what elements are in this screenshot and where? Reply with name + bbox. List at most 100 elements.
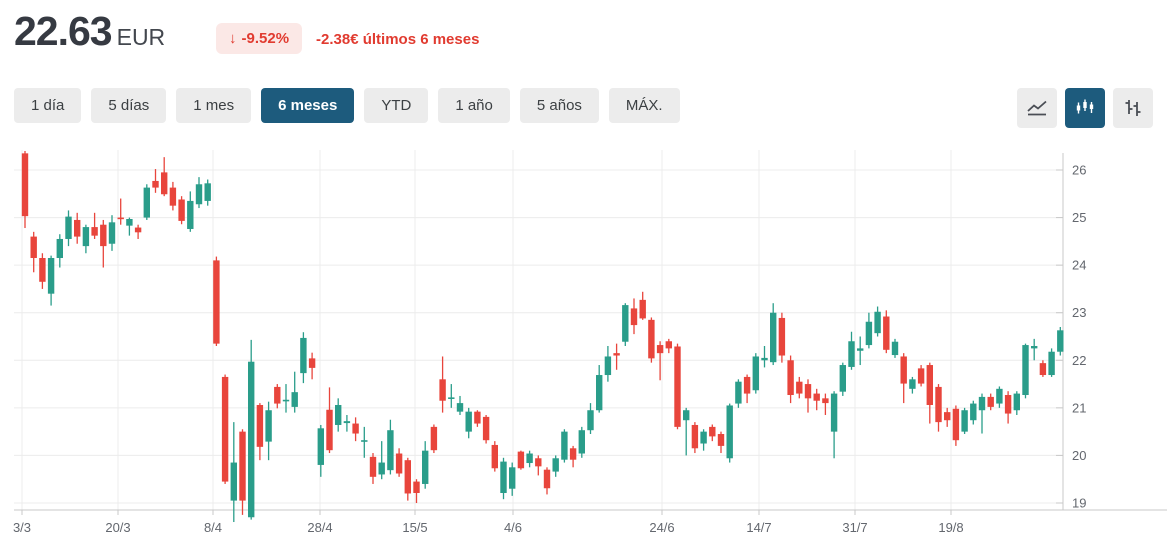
candle-up bbox=[874, 311, 881, 334]
candle-down bbox=[613, 353, 620, 356]
candle-down bbox=[883, 316, 890, 350]
timeframe-6-meses[interactable]: 6 meses bbox=[261, 88, 355, 123]
candle-down bbox=[987, 396, 994, 407]
timeframe-5-dias[interactable]: 5 días bbox=[91, 88, 167, 123]
candle-up bbox=[317, 428, 324, 465]
candle-down bbox=[39, 258, 46, 282]
x-tick-label: 19/8 bbox=[938, 520, 963, 535]
candle-up bbox=[265, 410, 272, 442]
candle-down bbox=[804, 384, 812, 399]
candle-down bbox=[474, 411, 481, 424]
timeframe-1-mes[interactable]: 1 mes bbox=[176, 88, 252, 123]
candle-down bbox=[326, 409, 333, 451]
chart-type-candlestick-button[interactable] bbox=[1065, 88, 1105, 128]
price-currency: EUR bbox=[116, 24, 166, 50]
candle-down bbox=[430, 426, 438, 451]
candle-down bbox=[74, 219, 81, 237]
change-summary: -2.38€ últimos 6 meses bbox=[316, 31, 480, 48]
candle-down bbox=[439, 379, 446, 401]
candle-down bbox=[1004, 395, 1012, 414]
candle-up bbox=[830, 393, 838, 432]
candle-down bbox=[656, 345, 664, 354]
change-badge: ↓ -9.52% bbox=[216, 23, 303, 54]
candle-up bbox=[448, 397, 455, 399]
candle-up bbox=[726, 405, 733, 459]
candle-down bbox=[239, 431, 246, 501]
candle-up bbox=[65, 216, 72, 239]
candle-up bbox=[509, 467, 516, 489]
candle-down bbox=[796, 381, 803, 394]
change-percent: -9.52% bbox=[241, 30, 290, 47]
y-tick-label: 20 bbox=[1072, 448, 1086, 463]
candle-up bbox=[1057, 330, 1064, 352]
candle-down bbox=[91, 227, 98, 236]
chart-type-line-button[interactable] bbox=[1017, 88, 1057, 128]
candle-up bbox=[1031, 346, 1038, 349]
candle-up bbox=[187, 200, 194, 229]
y-tick-label: 22 bbox=[1072, 353, 1086, 368]
candle-down bbox=[395, 453, 403, 474]
x-tick-label: 24/6 bbox=[649, 520, 674, 535]
candle-up bbox=[891, 341, 899, 356]
timeframe-toolbar: 1 día 5 días 1 mes 6 meses YTD 1 año 5 a… bbox=[14, 88, 680, 123]
price-chart[interactable]: 3/3 20/3 8/4 28/4 15/5 4/6 24/6 14/7 31/7 19/8 26 2… bbox=[0, 150, 1167, 554]
candle-down bbox=[517, 451, 525, 469]
candle-down bbox=[665, 341, 672, 349]
candle-up bbox=[248, 361, 255, 518]
candle-up bbox=[604, 356, 612, 376]
candle-up bbox=[526, 453, 533, 464]
candle-up bbox=[195, 184, 203, 205]
candle-down bbox=[743, 376, 751, 394]
candle-down bbox=[926, 365, 933, 405]
candle-down bbox=[674, 346, 681, 427]
x-tick-label: 14/7 bbox=[746, 520, 771, 535]
candle-down bbox=[535, 458, 542, 467]
candle-up bbox=[500, 461, 507, 494]
candle-up bbox=[282, 399, 290, 402]
timeframe-ytd[interactable]: YTD bbox=[364, 88, 429, 123]
candle-down bbox=[952, 408, 960, 441]
candle-down bbox=[178, 199, 185, 221]
y-tick-label: 24 bbox=[1072, 258, 1086, 273]
y-tick-label: 23 bbox=[1072, 305, 1086, 320]
price-value: 22.63 bbox=[14, 8, 113, 54]
chart-type-ohlc-button[interactable] bbox=[1113, 88, 1153, 128]
candle-down bbox=[491, 444, 498, 469]
timeframe-1-ano[interactable]: 1 año bbox=[438, 88, 510, 123]
candle-up bbox=[456, 403, 464, 412]
candle-up bbox=[761, 357, 768, 361]
line-chart-icon bbox=[1025, 96, 1049, 120]
candle-up bbox=[108, 222, 116, 244]
candle-down bbox=[543, 469, 551, 489]
chart-area: 3/3 20/3 8/4 28/4 15/5 4/6 24/6 14/7 31/7 19/8 26 2… bbox=[0, 150, 1167, 554]
candle-up bbox=[622, 305, 629, 342]
candle-up bbox=[561, 431, 568, 460]
candle-down bbox=[413, 481, 420, 494]
candle-down bbox=[639, 299, 646, 319]
candle-up bbox=[204, 183, 211, 201]
candle-up bbox=[996, 388, 1003, 404]
candle-down bbox=[630, 308, 638, 326]
candle-down bbox=[152, 180, 159, 188]
candle-down bbox=[917, 368, 925, 384]
candle-up bbox=[752, 356, 759, 391]
candle-down bbox=[134, 227, 142, 233]
timeframe-5-anos[interactable]: 5 años bbox=[519, 88, 599, 123]
y-tick-label: 25 bbox=[1072, 210, 1086, 225]
candle-down bbox=[822, 398, 829, 404]
candle-down bbox=[100, 224, 107, 247]
candle-up bbox=[961, 410, 968, 432]
chart-type-toolbar bbox=[1017, 88, 1153, 128]
candle-down bbox=[900, 356, 907, 384]
timeframe-max[interactable]: MÁX. bbox=[608, 88, 680, 123]
candle-down bbox=[369, 456, 377, 477]
y-tick-label: 21 bbox=[1072, 400, 1086, 415]
timeframe-1-dia[interactable]: 1 día bbox=[14, 88, 82, 123]
candle-up bbox=[596, 375, 603, 411]
candle-up bbox=[230, 462, 237, 501]
candle-up bbox=[1022, 345, 1029, 396]
candle-down bbox=[213, 260, 220, 344]
candle-up bbox=[857, 348, 864, 351]
candle-up bbox=[335, 404, 342, 425]
